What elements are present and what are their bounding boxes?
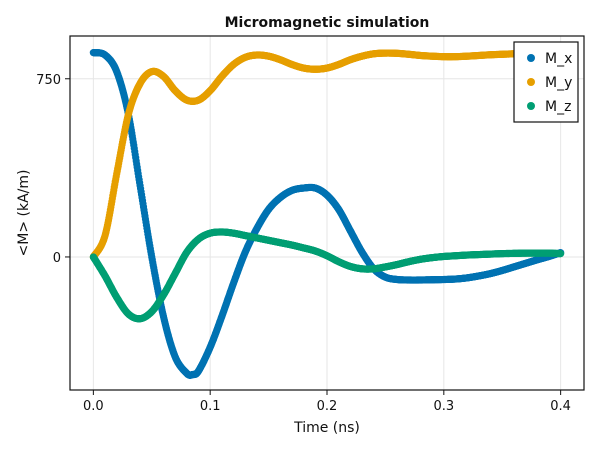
- legend-marker: [527, 78, 535, 86]
- legend-box: [513, 41, 579, 123]
- series-m-z: [89, 228, 565, 323]
- x-tick-label: 0.2: [317, 399, 338, 414]
- series-m-x: [89, 49, 565, 379]
- legend-marker: [527, 102, 535, 110]
- x-axis-label: Time (ns): [293, 420, 360, 436]
- x-tick-label: 0.3: [433, 399, 454, 414]
- x-tick-label: 0.4: [550, 399, 571, 414]
- x-tick-label: 0.1: [200, 399, 221, 414]
- legend-marker: [527, 54, 535, 62]
- x-tick-label: 0.0: [83, 399, 104, 414]
- ticks: 0.0 0.1 0.2 0.3 0.4 0 750: [36, 73, 571, 414]
- legend: M_x M_y M_z: [513, 41, 579, 123]
- chart-title: Micromagnetic simulation: [225, 15, 430, 31]
- legend-label: M_z: [545, 99, 571, 115]
- legend-label: M_y: [545, 75, 572, 91]
- y-tick-label: 0: [53, 251, 61, 266]
- legend-label: M_x: [545, 51, 572, 67]
- data-point: [557, 250, 565, 258]
- y-tick-label: 750: [36, 73, 61, 88]
- series-m-y: [89, 49, 565, 261]
- series-layer: [89, 49, 565, 379]
- y-axis-label: <M> (kA/m): [16, 170, 32, 257]
